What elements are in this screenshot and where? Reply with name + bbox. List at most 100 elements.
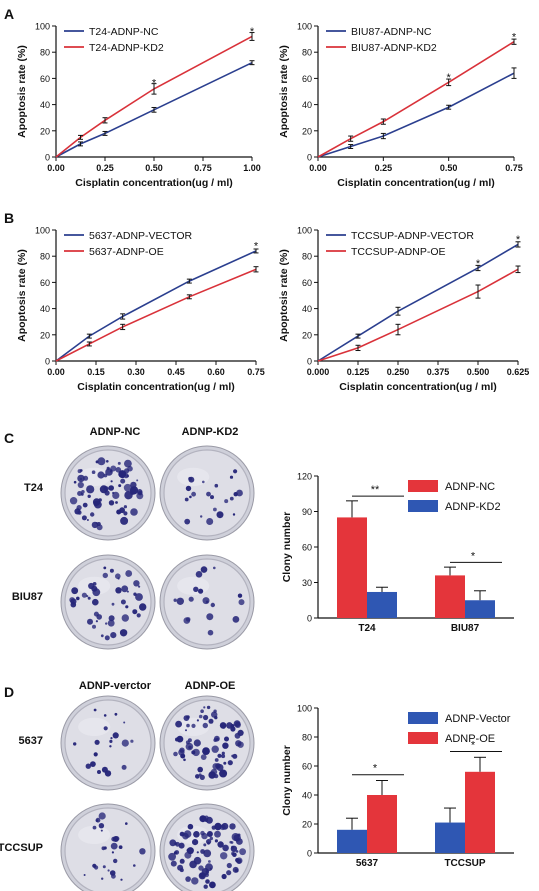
legend-label: ADNP-NC	[445, 481, 495, 493]
legend-label: BIU87-ADNP-NC	[351, 26, 432, 38]
x-tick-label: 0.125	[347, 367, 370, 377]
error-bar	[380, 118, 386, 125]
x-tick-label: 0.000	[307, 367, 330, 377]
colonies	[69, 457, 144, 531]
y-tick-label: 100	[35, 22, 50, 32]
culture-dish	[159, 445, 255, 541]
error-bar	[186, 294, 192, 300]
x-tick-label: 0.250	[387, 367, 410, 377]
y-tick-label: 60	[302, 278, 312, 288]
x-axis-label: Cisplatin concentration(ug / ml)	[75, 177, 233, 189]
plate-row-label-d-2: TCCSUP	[0, 842, 43, 854]
y-tick-label: 20	[302, 820, 312, 830]
x-tick-label: 1.00	[243, 163, 261, 173]
x-axis-label: Cisplatin concentration(ug / ml)	[339, 381, 497, 393]
bar-chart-c: 0 30 60 90 120 Clony number T24 ** BIU87 * ADNP-NC…	[281, 472, 514, 634]
y-tick-label: 40	[302, 304, 312, 314]
y-tick-label: 80	[302, 733, 312, 743]
x-tick-label: 0.50	[440, 163, 458, 173]
legend-label: TCCSUP-ADNP-OE	[351, 246, 446, 258]
y-tick-label: 0	[45, 357, 50, 367]
y-tick-label: 100	[297, 704, 312, 714]
error-bar	[346, 500, 358, 518]
series-line-2	[55, 268, 257, 362]
y-tick-label: 0	[307, 614, 312, 624]
bar	[465, 600, 495, 618]
y-tick-label: 60	[302, 762, 312, 772]
category-label: 5637	[356, 858, 379, 869]
y-tick-label: 40	[302, 100, 312, 110]
significance-mark: *	[250, 26, 255, 38]
culture-dish	[159, 695, 255, 791]
legend-swatch	[408, 480, 438, 492]
error-bar	[355, 333, 361, 339]
y-tick-label: 20	[302, 330, 312, 340]
x-tick-label: 0.45	[167, 367, 185, 377]
x-tick-label: 0.25	[96, 163, 114, 173]
y-axis-label: Apoptosis rate (%)	[278, 45, 290, 138]
error-bar	[249, 60, 255, 66]
error-bar	[355, 344, 361, 352]
legend-label: ADNP-Vector	[445, 713, 511, 725]
error-bar	[444, 807, 456, 823]
colonies	[83, 812, 146, 881]
x-axis-label: Cisplatin concentration(ug / ml)	[77, 381, 235, 393]
y-tick-label: 20	[40, 330, 50, 340]
line-chart-b2: 0 20 40 60 80 100 0.000 0.125 0.250 0.375 0.500 0.6…	[278, 226, 529, 394]
legend-label: 5637-ADNP-OE	[89, 246, 164, 258]
plate-col-header-c-2: ADNP-KD2	[182, 426, 239, 438]
error-bar	[253, 266, 259, 273]
x-tick-label: 0.500	[467, 367, 490, 377]
legend-swatch	[408, 732, 438, 744]
colonies	[69, 566, 147, 641]
significance-mark: *	[516, 234, 521, 246]
plate-row-label-c-2: BIU87	[12, 591, 43, 603]
significance-mark: *	[152, 77, 157, 89]
culture-dish	[60, 803, 156, 891]
error-bar	[515, 265, 521, 274]
significance-mark: *	[373, 763, 378, 775]
significance-mark: *	[471, 740, 476, 752]
error-bar	[376, 586, 388, 592]
error-bar	[120, 313, 126, 320]
series-line-1	[317, 72, 515, 158]
panel-label-d: D	[4, 684, 14, 700]
colony-plates-c: ADNP-NC ADNP-KD2 T24 BIU87	[12, 426, 255, 650]
series-line-2	[317, 268, 519, 362]
error-bar	[78, 141, 83, 147]
series-line-1	[317, 243, 519, 362]
y-tick-label: 60	[302, 74, 312, 84]
significance-mark: *	[512, 31, 517, 43]
culture-dish	[60, 554, 156, 650]
colonies	[173, 566, 245, 636]
category-label: T24	[358, 623, 376, 634]
colony-plates-d: ADNP-verctor ADNP-OE 5637 TCCSUP	[0, 680, 255, 891]
error-bar	[102, 117, 108, 124]
colonies	[184, 469, 243, 525]
x-axis-label: Cisplatin concentration(ug / ml)	[337, 177, 495, 189]
error-bar	[380, 132, 386, 140]
y-axis-label: Apoptosis rate (%)	[278, 249, 290, 342]
error-bar	[348, 135, 354, 142]
significance-mark: *	[471, 550, 476, 562]
error-bar	[475, 284, 481, 299]
culture-dish	[60, 445, 156, 541]
plate-col-header-c-1: ADNP-NC	[90, 426, 141, 438]
y-tick-label: 80	[302, 252, 312, 262]
legend-label: 5637-ADNP-VECTOR	[89, 230, 193, 242]
y-tick-label: 60	[302, 543, 312, 553]
legend-swatch	[408, 500, 438, 512]
error-bar	[474, 756, 486, 772]
legend-label: ADNP-KD2	[445, 501, 501, 513]
line-chart-a2: 0 20 40 60 80 100 0.00 0.25 0.50 0.75 Cisplatin co…	[278, 22, 523, 190]
legend-label: T24-ADNP-KD2	[89, 42, 164, 54]
legend-label: ADNP-OE	[445, 733, 495, 745]
error-bar	[511, 38, 517, 45]
colonies	[173, 705, 244, 781]
x-tick-label: 0.30	[127, 367, 145, 377]
x-tick-label: 0.75	[247, 367, 265, 377]
error-bar	[151, 83, 157, 95]
x-tick-label: 0.50	[145, 163, 163, 173]
bar	[435, 575, 465, 618]
